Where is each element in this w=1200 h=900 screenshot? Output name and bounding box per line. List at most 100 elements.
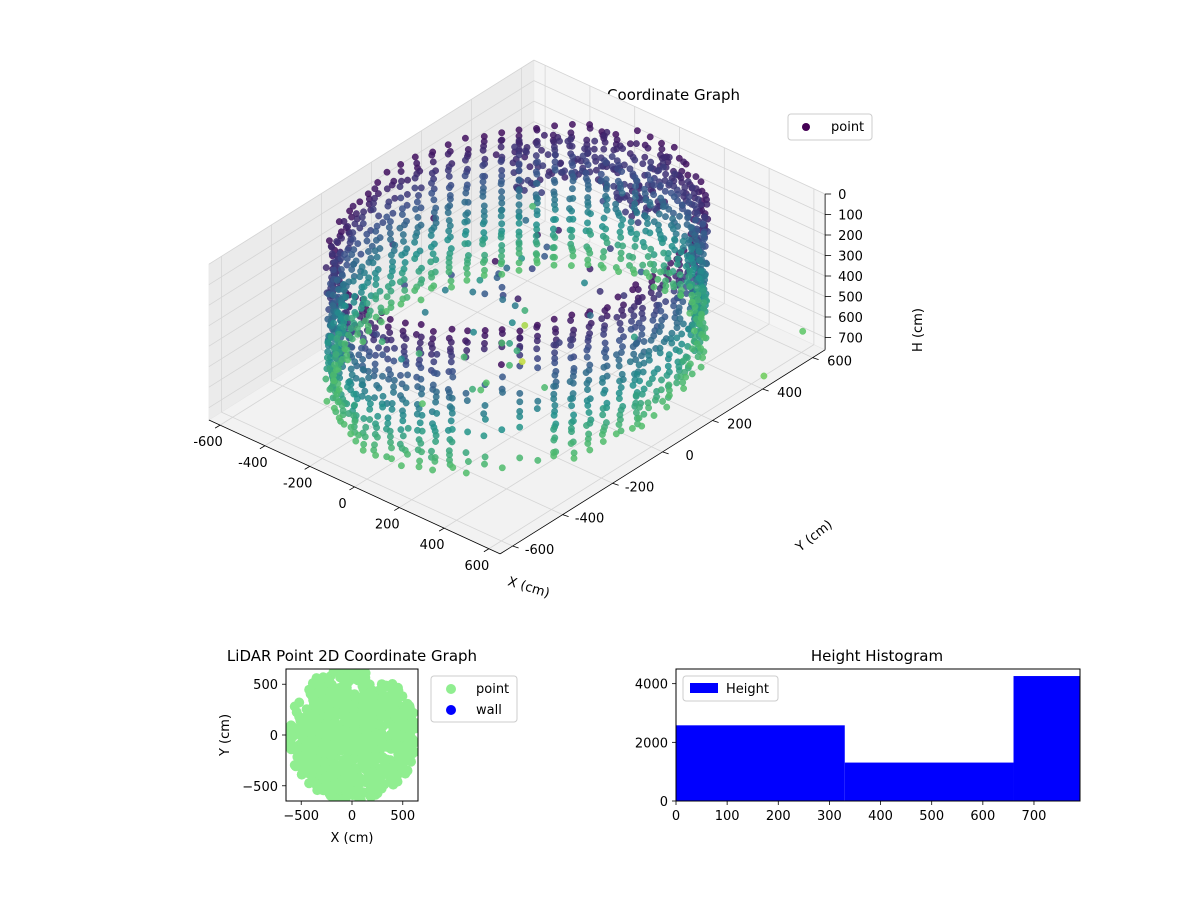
data-point — [396, 183, 404, 191]
data-point — [366, 416, 374, 423]
data-point — [461, 156, 469, 164]
data-point — [550, 411, 558, 419]
data-point — [415, 192, 422, 199]
data-point — [364, 248, 372, 255]
data-point — [361, 387, 369, 395]
x2d-tick-label: 0 — [348, 809, 356, 824]
data-point — [602, 176, 610, 183]
data-point — [696, 320, 703, 328]
histogram-title: Height Histogram — [811, 647, 943, 665]
data-point — [633, 230, 641, 238]
data-point — [532, 152, 540, 160]
data-point — [374, 190, 382, 198]
grid-h-back — [208, 203, 535, 409]
y-axis-tick — [512, 545, 519, 549]
data-point — [479, 192, 487, 200]
data-point — [372, 351, 379, 359]
chart-histogram: Height Histogram 0 100 200 300 400 500 600 7000… — [635, 647, 1081, 824]
data-point — [343, 351, 351, 359]
data-point — [369, 205, 377, 213]
data-point — [377, 304, 385, 312]
data-point — [497, 158, 505, 165]
data-point — [324, 339, 332, 346]
data-point — [590, 145, 598, 153]
data-point — [432, 438, 439, 445]
data-point — [688, 298, 696, 306]
data-point — [600, 145, 608, 153]
data-point — [650, 369, 658, 377]
data-point — [631, 156, 639, 164]
data-point — [584, 261, 592, 269]
data-point — [464, 428, 471, 436]
scatter-2d-point — [366, 754, 377, 765]
data-point — [359, 355, 366, 363]
data-point — [417, 333, 425, 341]
data-point — [555, 339, 563, 346]
data-point — [398, 205, 406, 213]
data-point — [506, 339, 513, 347]
data-point — [413, 159, 421, 167]
data-point — [521, 307, 529, 314]
data-point — [329, 371, 337, 379]
data-point — [551, 122, 558, 130]
data-point — [694, 291, 702, 299]
data-point — [412, 232, 420, 240]
data-point — [658, 316, 666, 324]
data-point — [493, 274, 501, 281]
data-point — [401, 286, 409, 294]
data-point — [415, 405, 423, 412]
scatter-2d-point — [340, 793, 351, 801]
scatter-2d-point — [396, 730, 407, 741]
data-point — [515, 126, 523, 134]
data-point — [657, 307, 665, 315]
data-point — [660, 338, 668, 346]
data-point — [638, 330, 646, 338]
data-point — [655, 291, 663, 298]
data-point — [371, 394, 378, 402]
hist-y-tick-label: 2000 — [635, 736, 668, 751]
data-point — [640, 243, 648, 251]
data-point — [480, 432, 488, 440]
data-point — [498, 194, 505, 202]
data-point — [352, 210, 360, 218]
histogram-bar — [676, 725, 845, 801]
data-point — [371, 366, 379, 374]
data-point — [363, 230, 371, 238]
data-point — [498, 129, 506, 137]
data-point — [404, 450, 411, 458]
data-point — [417, 321, 425, 328]
chart-3d-axes: -600 -400 -200 0 200 400 600 -600 -400 -200 0 200 40… — [193, 188, 863, 574]
data-point — [551, 151, 559, 159]
x-tick-label: 600 — [464, 559, 489, 574]
data-point — [347, 430, 355, 438]
data-point — [615, 268, 622, 275]
data-point — [416, 339, 424, 347]
data-point — [585, 185, 592, 193]
data-point — [678, 330, 686, 338]
data-point — [703, 200, 711, 208]
data-point — [689, 184, 696, 191]
chart-3d-ylabel: Y (cm) — [792, 517, 835, 555]
data-point — [402, 335, 410, 343]
data-point — [660, 262, 668, 270]
data-point — [619, 242, 626, 250]
data-point — [568, 142, 576, 150]
data-point — [603, 239, 611, 247]
hist-x-tick-label: 100 — [715, 809, 740, 824]
data-point — [513, 347, 521, 355]
data-point — [678, 340, 686, 348]
data-point — [695, 274, 703, 282]
data-point — [498, 283, 506, 291]
data-point — [533, 170, 541, 178]
data-point — [568, 233, 575, 241]
data-point — [404, 176, 411, 184]
data-point — [693, 284, 701, 292]
data-point — [688, 370, 696, 378]
data-point — [550, 395, 558, 403]
data-point — [641, 153, 649, 161]
data-point — [551, 166, 559, 174]
data-point — [583, 346, 591, 354]
data-point — [387, 251, 395, 259]
data-point — [583, 379, 591, 387]
y-axis-tick — [562, 514, 569, 518]
